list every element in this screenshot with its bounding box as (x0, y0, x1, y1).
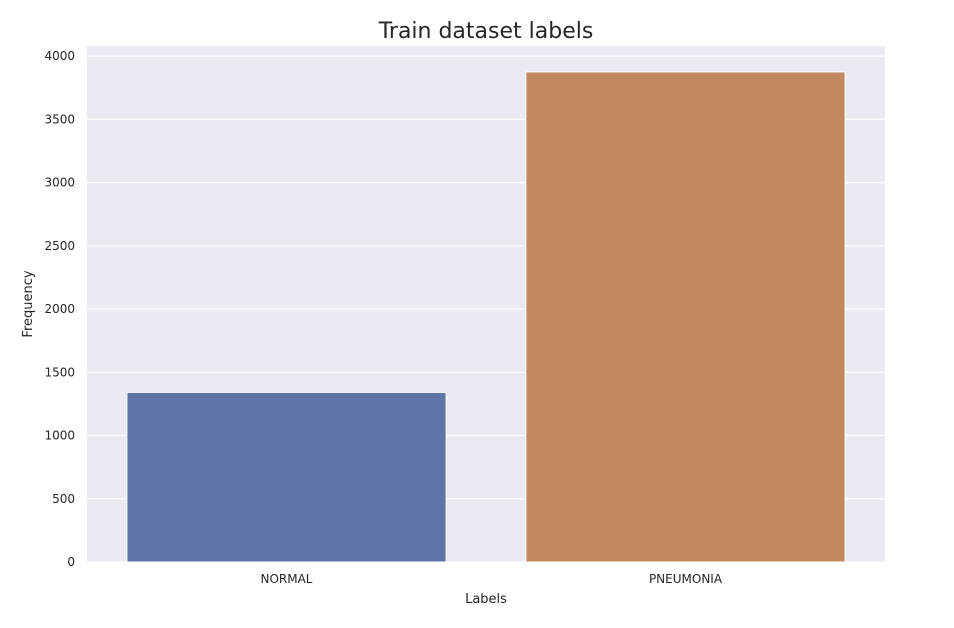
y-tick-label: 4000 (44, 49, 75, 63)
bars (126, 71, 846, 563)
bar-pneumonia (525, 71, 846, 563)
y-tick-label: 2500 (44, 239, 75, 253)
y-tick-label: 0 (67, 555, 75, 569)
x-tick-label: PNEUMONIA (649, 572, 723, 586)
chart-title: Train dataset labels (378, 19, 594, 44)
y-tick-label: 3500 (44, 112, 75, 126)
y-tick-label: 500 (52, 492, 75, 506)
y-axis-ticks: 0 500 1000 1500 2000 2500 3000 3500 4000 (44, 49, 75, 569)
x-tick-label: NORMAL (260, 572, 312, 586)
bar-normal (126, 391, 447, 563)
y-axis-label: Frequency (21, 270, 36, 337)
x-axis-ticks: NORMAL PNEUMONIA (260, 572, 722, 586)
y-tick-label: 1000 (44, 429, 75, 443)
x-axis-label: Labels (465, 592, 507, 607)
y-tick-label: 1500 (44, 365, 75, 379)
y-tick-label: 3000 (44, 176, 75, 190)
y-tick-label: 2000 (44, 302, 75, 316)
